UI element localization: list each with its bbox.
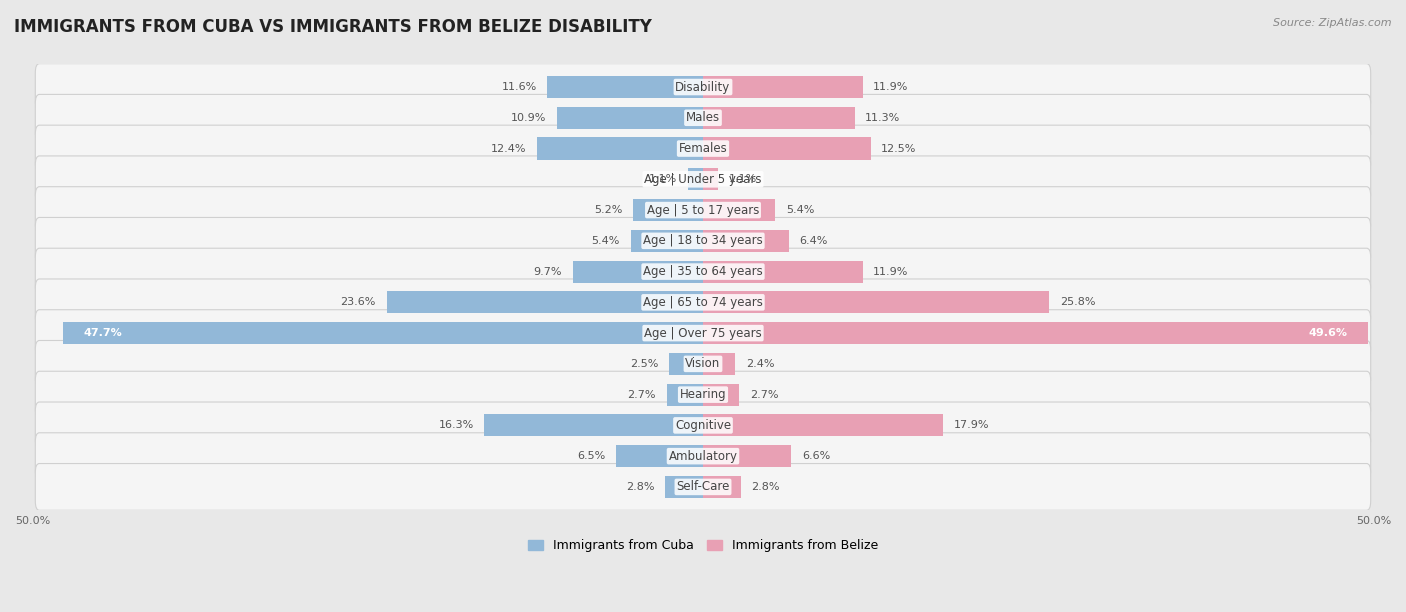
Bar [703,199,775,221]
Text: 11.3%: 11.3% [865,113,900,123]
Bar [666,384,703,406]
FancyBboxPatch shape [35,310,1371,356]
Text: Cognitive: Cognitive [675,419,731,432]
FancyBboxPatch shape [35,463,1371,510]
Bar [703,76,862,98]
FancyBboxPatch shape [35,217,1371,264]
FancyBboxPatch shape [35,156,1371,203]
Text: 23.6%: 23.6% [340,297,375,307]
Bar [665,476,703,498]
Bar [574,261,703,283]
Bar [703,291,1049,313]
Bar [537,138,703,160]
Text: 2.4%: 2.4% [747,359,775,369]
FancyBboxPatch shape [35,279,1371,326]
Bar [703,261,862,283]
FancyBboxPatch shape [35,125,1371,172]
Text: 5.4%: 5.4% [592,236,620,246]
Text: 1.1%: 1.1% [728,174,756,184]
Bar [616,445,703,467]
Text: Self-Care: Self-Care [676,480,730,493]
Bar [703,353,735,375]
Text: 11.9%: 11.9% [873,82,908,92]
Text: 47.7%: 47.7% [83,328,122,338]
Bar [703,476,741,498]
Text: 10.9%: 10.9% [510,113,546,123]
Bar [631,230,703,252]
FancyBboxPatch shape [35,94,1371,141]
Text: 2.8%: 2.8% [626,482,655,492]
Text: 6.5%: 6.5% [576,451,605,461]
Text: 16.3%: 16.3% [439,420,474,430]
FancyBboxPatch shape [35,64,1371,110]
Text: 2.7%: 2.7% [749,390,779,400]
Text: Age | 35 to 64 years: Age | 35 to 64 years [643,265,763,278]
Text: Age | 5 to 17 years: Age | 5 to 17 years [647,204,759,217]
Bar [485,414,703,436]
Text: Disability: Disability [675,81,731,94]
Bar [703,138,870,160]
Text: Age | Over 75 years: Age | Over 75 years [644,327,762,340]
Text: Ambulatory: Ambulatory [668,450,738,463]
Bar [703,414,943,436]
Bar [669,353,703,375]
Text: 11.6%: 11.6% [502,82,537,92]
Bar [703,230,789,252]
FancyBboxPatch shape [35,187,1371,233]
Text: Age | 65 to 74 years: Age | 65 to 74 years [643,296,763,309]
Legend: Immigrants from Cuba, Immigrants from Belize: Immigrants from Cuba, Immigrants from Be… [523,534,883,558]
Text: 12.5%: 12.5% [882,144,917,154]
Bar [703,445,792,467]
Bar [633,199,703,221]
Text: 2.8%: 2.8% [751,482,780,492]
Bar [557,106,703,129]
Text: IMMIGRANTS FROM CUBA VS IMMIGRANTS FROM BELIZE DISABILITY: IMMIGRANTS FROM CUBA VS IMMIGRANTS FROM … [14,18,652,36]
Text: 6.4%: 6.4% [800,236,828,246]
Text: Hearing: Hearing [679,388,727,401]
Bar [703,322,1368,344]
Text: Age | Under 5 years: Age | Under 5 years [644,173,762,186]
Text: 5.4%: 5.4% [786,205,814,215]
Text: Age | 18 to 34 years: Age | 18 to 34 years [643,234,763,247]
Bar [387,291,703,313]
Text: Males: Males [686,111,720,124]
Text: 2.7%: 2.7% [627,390,657,400]
Bar [689,168,703,190]
Text: 25.8%: 25.8% [1060,297,1095,307]
Text: Females: Females [679,142,727,155]
Bar [703,384,740,406]
Text: 1.1%: 1.1% [650,174,678,184]
FancyBboxPatch shape [35,340,1371,387]
Text: 49.6%: 49.6% [1309,328,1348,338]
FancyBboxPatch shape [35,402,1371,449]
Bar [547,76,703,98]
Bar [703,168,717,190]
Text: 9.7%: 9.7% [534,267,562,277]
Text: Source: ZipAtlas.com: Source: ZipAtlas.com [1274,18,1392,28]
Bar [703,106,855,129]
FancyBboxPatch shape [35,433,1371,480]
Text: 12.4%: 12.4% [491,144,526,154]
Text: 6.6%: 6.6% [803,451,831,461]
Text: 17.9%: 17.9% [953,420,990,430]
Text: 11.9%: 11.9% [873,267,908,277]
Text: Vision: Vision [685,357,721,370]
Bar [63,322,703,344]
Text: 5.2%: 5.2% [595,205,623,215]
FancyBboxPatch shape [35,248,1371,295]
Text: 2.5%: 2.5% [630,359,659,369]
FancyBboxPatch shape [35,371,1371,418]
